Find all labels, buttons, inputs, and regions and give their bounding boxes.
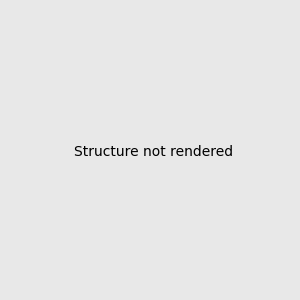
Text: Structure not rendered: Structure not rendered bbox=[74, 145, 233, 158]
